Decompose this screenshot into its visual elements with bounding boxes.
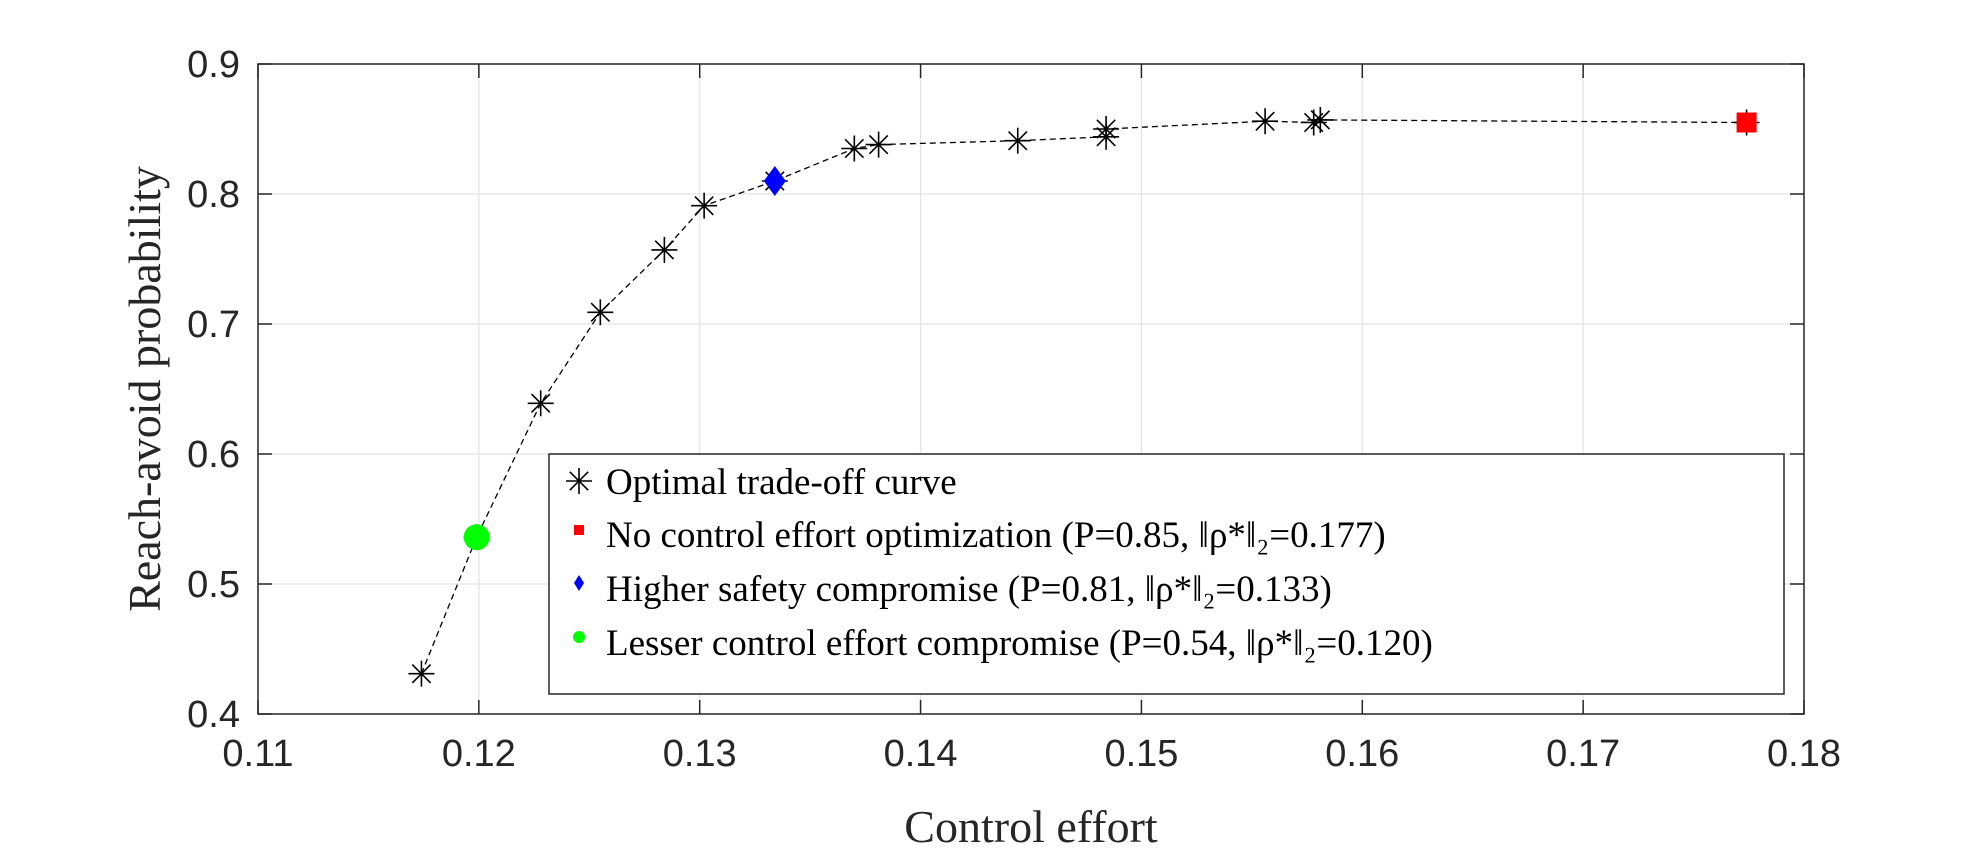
x-tick-label: 0.16: [1325, 733, 1399, 775]
legend-icon-higher-safety: [574, 575, 584, 591]
asterisk-stroke: [530, 393, 551, 414]
curve-point-marker: [1252, 108, 1279, 135]
asterisk-stroke: [844, 138, 865, 159]
no-optimization-point: [1736, 112, 1757, 133]
x-tick-label: 0.18: [1767, 733, 1841, 775]
asterisk-stroke: [569, 471, 589, 491]
legend-entry-label: Optimal trade-off curve: [606, 462, 957, 503]
y-tick-label: 0.9: [187, 44, 240, 86]
legend-icon-lesser-effort: [573, 631, 585, 643]
y-axis-label: Reach-avoid probability: [119, 166, 170, 612]
x-tick-label: 0.15: [1104, 733, 1178, 775]
x-tick-label: 0.17: [1546, 733, 1620, 775]
x-tick-label: 0.11: [222, 733, 293, 775]
curve-point-marker: [865, 131, 892, 158]
curve-point-marker: [1004, 127, 1031, 154]
legend-entry-label: Higher safety compromise (P=0.81, ‖ρ*‖₂=…: [606, 569, 1332, 610]
y-tick-label: 0.7: [187, 304, 240, 346]
lesser-effort-point: [463, 524, 490, 551]
x-tick-label: 0.14: [884, 733, 958, 775]
x-tick-label: 0.13: [663, 733, 737, 775]
asterisk-stroke: [868, 134, 889, 155]
legend-icon-curve: [566, 468, 592, 494]
legend-entry-label: No control effort optimization (P=0.85, …: [606, 515, 1386, 556]
curve-point-marker: [587, 299, 614, 326]
curve-line: [420, 119, 1747, 674]
curve-point-marker: [527, 390, 554, 417]
curve-point-marker: [651, 236, 678, 263]
curve-point-marker: [841, 135, 868, 162]
y-tick-label: 0.5: [187, 564, 240, 606]
asterisk-stroke: [1310, 110, 1331, 130]
curve-point-marker: [691, 192, 718, 219]
trade-off-curve: [420, 119, 1747, 674]
data-points: [408, 106, 1760, 687]
legend: Optimal trade-off curve No control effort…: [548, 453, 1785, 695]
asterisk-stroke: [590, 302, 611, 323]
axis-ticks: [257, 63, 1805, 715]
curve-point-marker: [408, 660, 435, 687]
asterisk-stroke: [1255, 111, 1275, 131]
axes-box: [257, 63, 1805, 715]
curve-point-marker: [1093, 116, 1120, 142]
legend-icon-no-optimization: [574, 525, 584, 535]
y-tick-label: 0.6: [187, 434, 240, 476]
asterisk-stroke: [1096, 119, 1116, 139]
curve-point-marker: [1307, 106, 1334, 133]
asterisk-stroke: [411, 663, 432, 684]
asterisk-stroke: [654, 240, 675, 260]
x-tick-labels: 0.11 0.12 0.13 0.14 0.15 0.16 0.17 0.18: [222, 733, 1841, 775]
x-tick-label: 0.12: [442, 733, 516, 775]
legend-box: [548, 453, 1785, 695]
asterisk-stroke: [1007, 130, 1028, 151]
y-tick-label: 0.4: [187, 694, 240, 736]
asterisk-stroke: [694, 195, 714, 216]
y-tick-labels: 0.4 0.5 0.6 0.7 0.8 0.9: [187, 44, 240, 736]
y-tick-label: 0.8: [187, 174, 240, 216]
x-axis-label: Control effort: [904, 801, 1158, 852]
legend-entry-label: Lesser control effort compromise (P=0.54…: [606, 623, 1433, 664]
higher-safety-point: [763, 166, 786, 196]
